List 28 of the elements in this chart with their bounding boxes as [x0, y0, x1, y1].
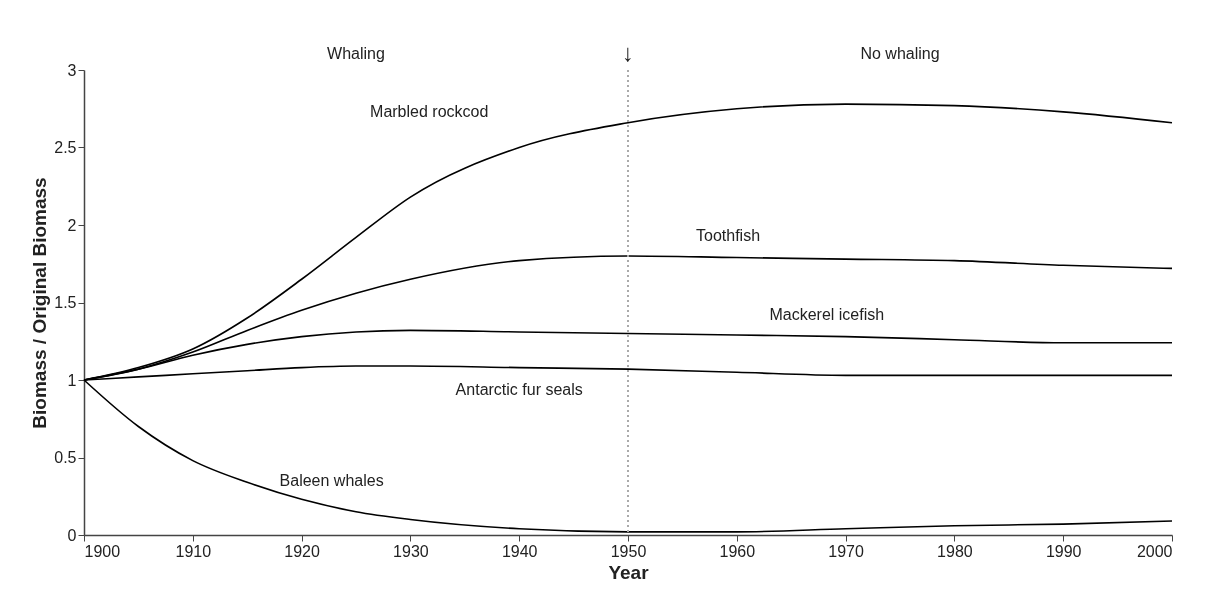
series-label: Antarctic fur seals	[455, 380, 583, 398]
x-tick-label: 1950	[610, 542, 647, 560]
x-tick-label: 1940	[501, 542, 538, 560]
series-label: Baleen whales	[279, 472, 384, 490]
x-tick-label: 2000	[1136, 542, 1173, 560]
y-tick-label: 2	[67, 216, 77, 234]
x-tick-label: 1920	[284, 542, 320, 560]
text: Marbled rockcod	[370, 102, 489, 120]
ref-line-label: ↓	[622, 39, 634, 66]
text: Whaling	[327, 45, 385, 62]
x-axis-title: Year	[608, 561, 650, 583]
y-axis-title: Biomass / Original Biomass	[29, 177, 51, 429]
x-tick-label: 1930	[393, 542, 429, 560]
x-tick-label: 1990	[1045, 542, 1082, 560]
series-label: Toothfish	[695, 227, 761, 244]
series-label: Mackerel icefish	[769, 306, 885, 324]
x-tick-label: 1900	[84, 542, 121, 560]
y-tick-label: 1	[67, 371, 77, 389]
x-tick-label: 1970	[828, 542, 864, 560]
x-tick-label: 1980	[937, 542, 973, 560]
x-tick-label: 1910	[175, 542, 212, 560]
y-tick-label: 1.5	[54, 294, 77, 311]
y-tick-label: 2.5	[54, 139, 77, 156]
y-tick-label: 0	[67, 526, 77, 544]
x-tick-label: 1960	[719, 542, 756, 560]
y-tick-label: 3	[67, 61, 77, 79]
text: No whaling	[860, 45, 940, 62]
y-tick-label: 0.5	[54, 449, 77, 466]
